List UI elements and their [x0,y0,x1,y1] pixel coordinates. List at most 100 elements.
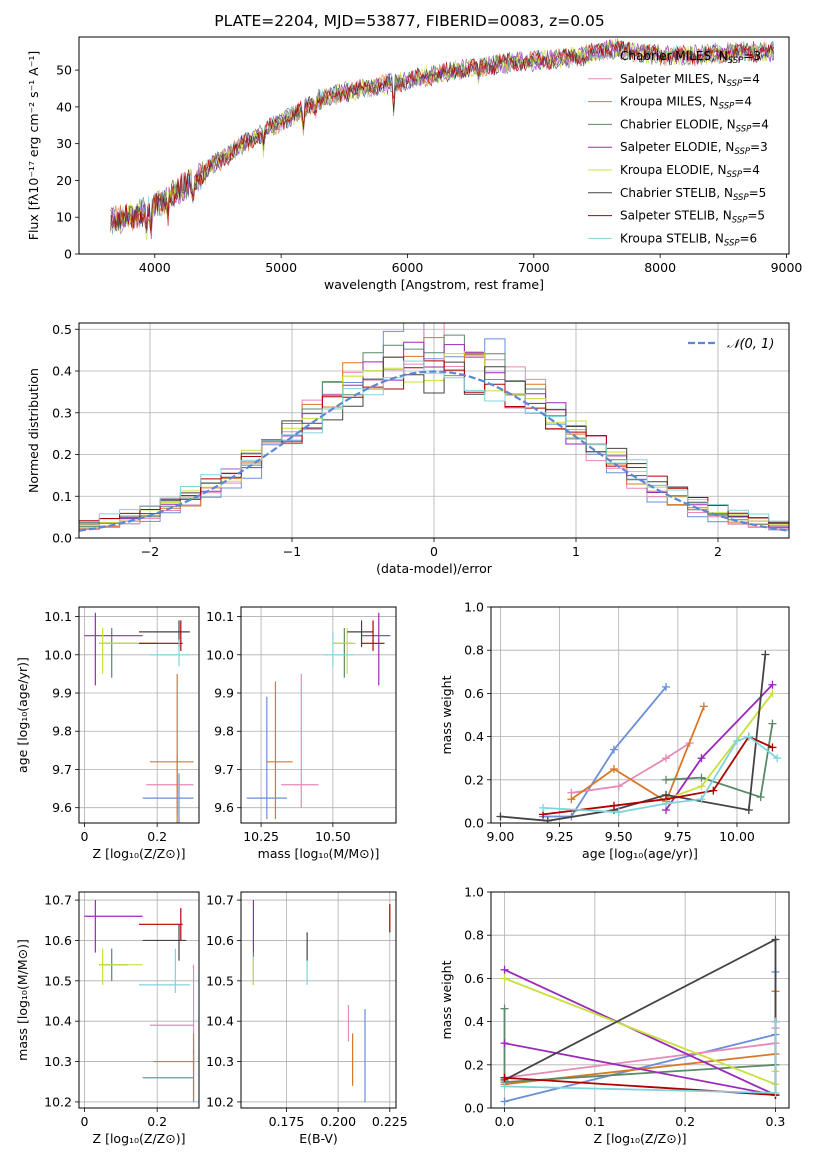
mass_weight_vs_Z-ylabel: mass weight [439,960,454,1039]
residuals-chart: −2 −1 0 1 2 0.0 0.1 0.2 0.3 0.4 0.5 (data-model)/er… [26,322,790,576]
legend-label-8: Salpeter STELIB, NSSP=5 [620,209,765,226]
mass_weight_vs_age-point-8-2 [609,801,618,810]
mass_weight_vs_age-point-9-5 [732,736,741,745]
mass_vs_EBV-xtick-label: 0.225 [372,1114,408,1129]
mass_weight_vs_age-point-1-3 [609,745,618,754]
mass_weight_vs_Z-line-3 [504,991,777,1086]
mass_weight_vs_age-point-2-2 [614,782,623,791]
mass_vs_Z-plot-area [84,900,195,1102]
mass_weight_vs_age-point-7-6 [761,650,770,659]
mass_weight_vs_age-point-8-4 [709,786,718,795]
mass_vs_Z-xtick-label: 0.2 [147,1114,167,1129]
mass_weight_vs_Z-point-9-1 [500,1082,509,1091]
mass_weight_vs_Z-ytick-label: 0.4 [464,1014,484,1029]
residuals-ytick-label: 0.5 [52,322,72,337]
mass_weight_vs_Z-line-1 [504,971,777,1103]
mass_vs_EBV-plot-area [252,900,391,1102]
age_vs_Z-ytick-label: 10.1 [44,609,72,624]
mass_vs_EBV-ytick-label: 10.2 [206,1094,234,1109]
mass_weight_vs_age-point-6-2 [697,782,706,791]
mass_weight_vs_Z-line-2 [504,1028,777,1079]
mass_weight_vs_Z-point-9-2 [771,1088,780,1097]
residuals-ytick-label: 0.0 [52,531,72,546]
mass_weight_vs_age-ytick-label: 0.6 [464,686,484,701]
mass_weight_vs_age-xtick-label: 9.75 [664,829,692,844]
residual-hist-9 [79,360,789,538]
mass_vs_EBV-ytick-label: 10.4 [206,1014,234,1029]
mass_weight_vs_age-line-4 [665,723,774,799]
mass_weight_vs_age-point-3-1 [567,795,576,804]
spectrum-ytick-label: 40 [56,99,72,114]
mass_weight_vs_age-point-7-1 [496,812,505,821]
residuals-xlabel: (data-model)/error [376,561,493,576]
mass_weight_vs_age-point-6-3 [768,689,777,698]
age_vs_Z-xtick-label: 0.2 [147,829,167,844]
age_vs_mass-ytick-label: 9.8 [214,724,234,739]
mass_weight_vs_Z-point-7-2 [771,935,780,944]
spectrum-xtick-label: 4000 [139,260,171,275]
mass_weight_vs_Z-ytick-label: 0.8 [464,928,484,943]
mass_weight_vs_age-xtick-label: 9.00 [487,829,515,844]
residuals-ytick-label: 0.1 [52,489,72,504]
mass_weight_vs_age-plot-area [496,650,782,823]
mass_weight_vs_age-point-4-1 [662,775,671,784]
mass_vs_EBV-ytick-label: 10.3 [206,1054,234,1069]
mass_weight_vs_Z-frame [490,891,790,1109]
mass_vs_Z-ytick-label: 10.4 [44,1014,72,1029]
mass_weight_vs_age-ytick-label: 0.0 [464,816,484,831]
mass_weight_vs_Z-xtick-label: 0.3 [766,1114,786,1129]
residuals-xtick-label: 1 [572,544,580,559]
spectrum-xlabel: wavelength [Angstrom, rest frame] [324,277,544,292]
spectrum-plot-area [110,38,775,241]
spectrum-ytick-label: 0 [64,247,72,262]
age_vs_mass-plot-area [246,612,391,820]
residuals-frame [78,322,790,539]
mass_weight_vs_age-xtick-label: 10.00 [719,829,755,844]
spectrum-xtick-label: 6000 [392,260,424,275]
age_vs_mass-xtick-label: 10.25 [243,829,279,844]
legend-label-3: Kroupa MILES, NSSP=4 [620,95,752,112]
legend-label-9: Kroupa STELIB, NSSP=6 [620,231,757,248]
mass_vs_Z-ytick-label: 10.3 [44,1054,72,1069]
mass_weight_vs_age-point-4-4 [768,719,777,728]
mass_weight_vs_age-point-5-2 [697,754,706,763]
age_vs_mass-ytick-label: 9.7 [214,762,234,777]
mass_vs_EBV-ytick-label: 10.5 [206,973,234,988]
mass_weight_vs_age-chart: 9.00 9.25 9.50 9.75 10.00 0.0 0.2 0.4 0.6 0.8 1.0 a… [439,600,790,861]
spectrum-chart: 4000 5000 6000 7000 8000 9000 0 10 20 30 40 50 wavel… [26,36,803,292]
age_vs_Z-ytick-label: 9.9 [52,686,72,701]
residuals-xtick-label: 0 [430,544,438,559]
spectrum-line-6 [110,41,775,241]
mass_weight_vs_age-ylabel: mass weight [439,675,454,754]
mass_vs_EBV-ytick-label: 10.6 [206,933,234,948]
mass_vs_EBV-xlabel: E(B-V) [299,1131,338,1146]
spectrum-ytick-label: 10 [56,210,72,225]
mass_weight_vs_Z-chart: 0.0 0.1 0.2 0.3 0.0 0.2 0.4 0.6 0.8 1.0 Z [log₁₀(Z… [439,885,790,1146]
residual-legend-label: 𝒩(0, 1) [727,337,774,352]
mass_weight_vs_Z-point-6-1 [500,974,509,983]
age_vs_mass-chart: 10.25 10.50 9.6 9.7 9.8 9.9 10.0 10.1 mass [log₁… [206,606,397,861]
mass_weight_vs_Z-ytick-label: 0.2 [464,1057,484,1072]
age_vs_Z-frame [78,606,200,824]
age_vs_Z-ytick-label: 9.8 [52,724,72,739]
mass_vs_Z-frame [78,891,200,1109]
mass_weight_vs_Z-xlabel: Z [log₁₀(Z/Z⊙)] [594,1131,687,1146]
mass_weight_vs_age-ytick-label: 0.4 [464,729,484,744]
mass_weight_vs_Z-xtick-label: 0.0 [495,1114,515,1129]
mass_vs_Z-xtick-label: 0 [80,1114,88,1129]
mass_weight_vs_age-line-7 [500,654,767,822]
spectrum-xtick-label: 9000 [771,260,803,275]
spectrum-ytick-label: 20 [56,173,72,188]
age_vs_mass-frame [240,606,397,824]
mass_weight_vs_Z-line-7 [504,938,777,1095]
mass_weight_vs_age-point-9-4 [697,795,706,804]
residuals-plot-area [79,323,789,538]
legend-label-7: Chabrier STELIB, NSSP=5 [620,186,766,203]
spectrum-frame [78,36,790,255]
mass_vs_Z-ylabel: mass [log₁₀(M/M⊙)] [15,939,30,1061]
mass_vs_Z-ytick-label: 10.5 [44,973,72,988]
mass_weight_vs_Z-point-8-1 [500,1073,509,1082]
mass_weight_vs_Z-line-5 [504,968,776,1096]
residuals-ytick-label: 0.4 [52,364,72,379]
